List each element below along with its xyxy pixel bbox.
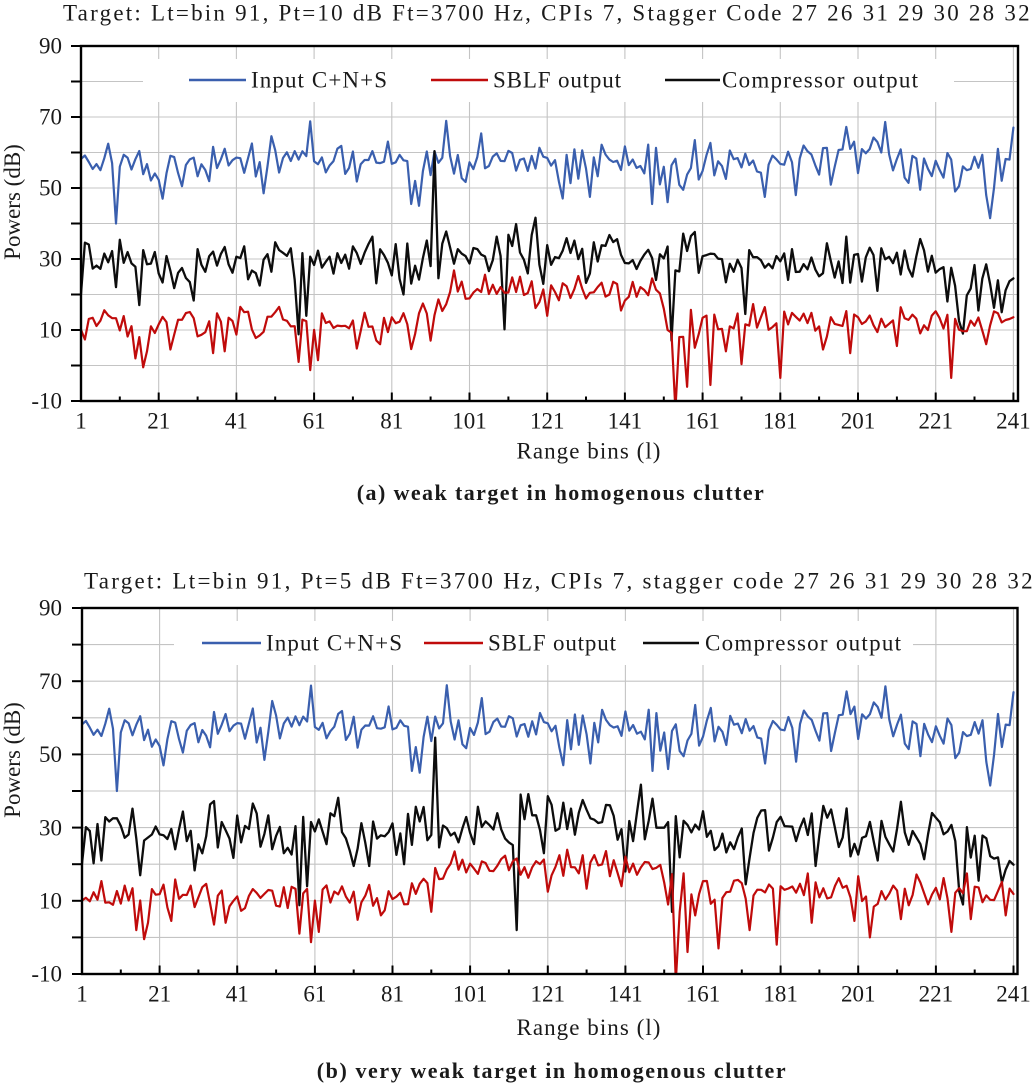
svg-text:Powers (dB): Powers (dB)	[0, 144, 25, 260]
svg-text:30: 30	[39, 247, 62, 272]
svg-text:Input C+N+S: Input C+N+S	[251, 67, 388, 92]
svg-text:Powers (dB): Powers (dB)	[0, 702, 25, 818]
svg-text:Compressor output: Compressor output	[722, 67, 919, 92]
svg-text:21: 21	[147, 409, 170, 434]
svg-text:121: 121	[531, 982, 566, 1007]
svg-text:SBLF output: SBLF output	[488, 630, 617, 655]
svg-text:81: 81	[380, 409, 403, 434]
svg-text:10: 10	[39, 318, 62, 343]
svg-text:1: 1	[75, 409, 87, 434]
svg-text:221: 221	[918, 409, 953, 434]
svg-text:161: 161	[685, 409, 720, 434]
svg-text:90: 90	[39, 596, 62, 621]
svg-text:21: 21	[148, 982, 171, 1007]
svg-text:241: 241	[996, 982, 1031, 1007]
svg-text:61: 61	[303, 982, 326, 1007]
svg-text:70: 70	[39, 105, 62, 130]
svg-text:181: 181	[763, 409, 798, 434]
svg-text:61: 61	[303, 409, 326, 434]
svg-text:Compressor output: Compressor output	[705, 630, 902, 655]
svg-text:-10: -10	[31, 389, 62, 414]
svg-text:-10: -10	[31, 962, 62, 987]
svg-text:101: 101	[452, 409, 487, 434]
svg-text:70: 70	[39, 669, 62, 694]
svg-text:Target: Lt=bin 91, Pt=5 dB Ft=: Target: Lt=bin 91, Pt=5 dB Ft=3700 Hz, C…	[84, 569, 1034, 594]
svg-text:Input C+N+S: Input C+N+S	[266, 630, 403, 655]
svg-text:181: 181	[763, 982, 798, 1007]
svg-text:141: 141	[608, 982, 643, 1007]
svg-text:41: 41	[226, 982, 249, 1007]
svg-text:121: 121	[530, 409, 565, 434]
svg-text:241: 241	[996, 409, 1031, 434]
svg-text:(b) very weak target in homoge: (b) very weak target in homogenous clutt…	[317, 1058, 787, 1083]
svg-text:41: 41	[225, 409, 248, 434]
svg-text:1: 1	[76, 982, 88, 1007]
svg-text:Target: Lt=bin 91, Pt=10 dB Ft: Target: Lt=bin 91, Pt=10 dB Ft=3700 Hz, …	[63, 1, 1032, 26]
svg-text:Range bins (l): Range bins (l)	[516, 1015, 661, 1040]
svg-text:30: 30	[39, 815, 62, 840]
svg-text:201: 201	[841, 982, 876, 1007]
svg-text:Range bins (l): Range bins (l)	[516, 439, 661, 464]
svg-text:201: 201	[841, 409, 876, 434]
svg-text:SBLF output: SBLF output	[493, 67, 622, 92]
svg-text:141: 141	[608, 409, 643, 434]
svg-text:10: 10	[39, 889, 62, 914]
svg-text:(a) weak target in homogenous: (a) weak target in homogenous clutter	[357, 480, 765, 505]
svg-text:81: 81	[381, 982, 404, 1007]
svg-text:50: 50	[39, 176, 62, 201]
svg-text:161: 161	[686, 982, 721, 1007]
svg-text:50: 50	[39, 742, 62, 767]
svg-text:90: 90	[39, 34, 62, 59]
svg-text:221: 221	[919, 982, 954, 1007]
svg-text:101: 101	[453, 982, 488, 1007]
